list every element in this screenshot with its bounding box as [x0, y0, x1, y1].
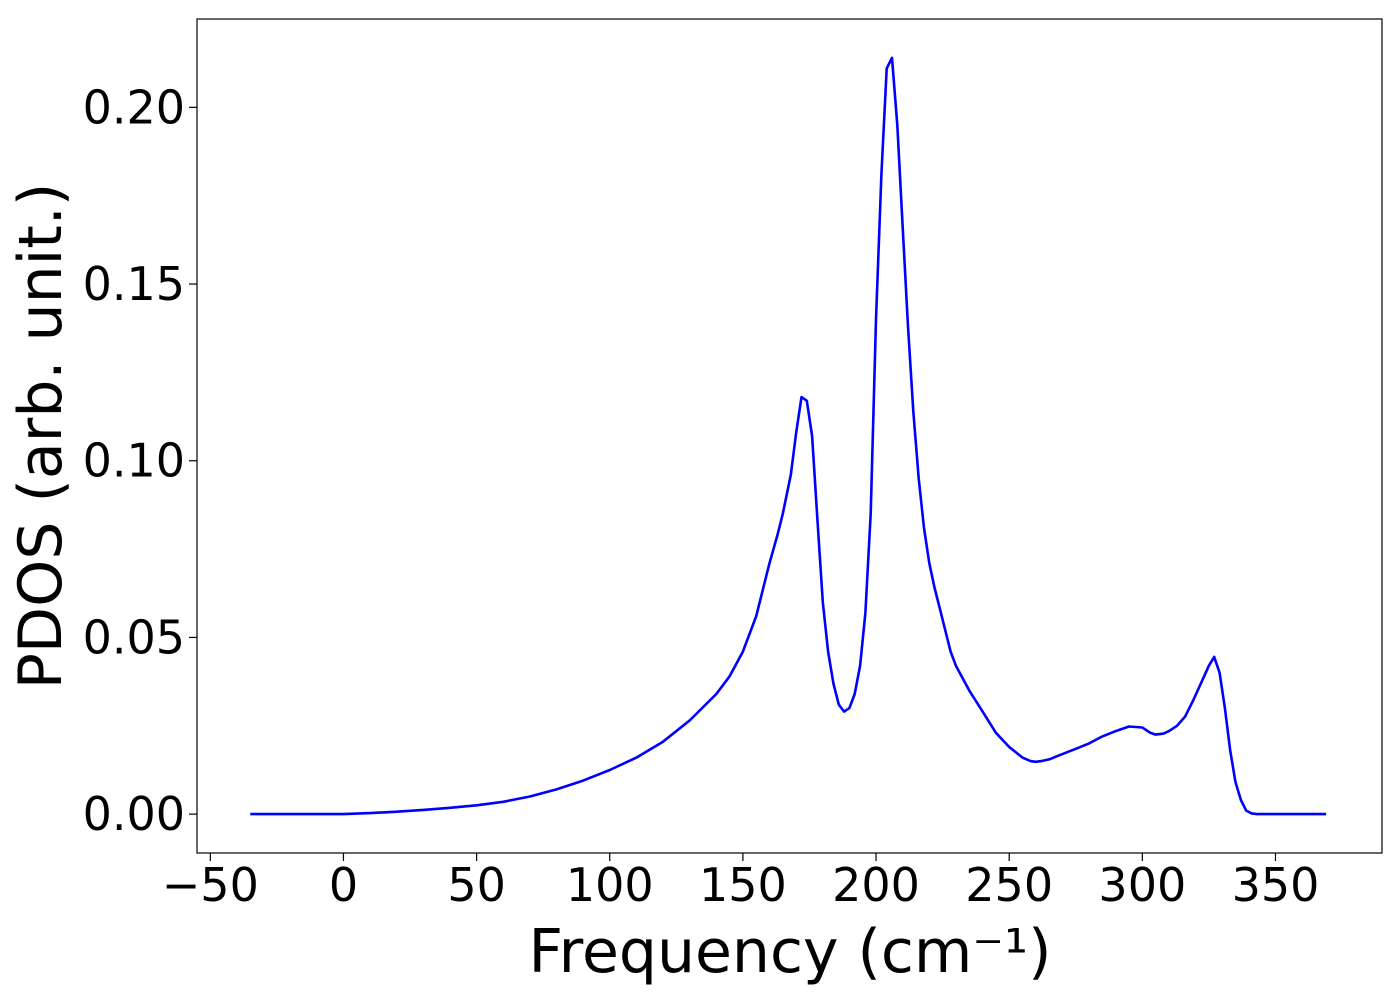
y-tick-label: 0.00	[83, 787, 185, 841]
x-tick-label: 150	[699, 858, 787, 912]
x-tick-label: 200	[832, 858, 920, 912]
x-tick-label: −50	[162, 858, 259, 912]
y-tick-label: 0.05	[83, 610, 185, 664]
y-tick-label: 0.20	[83, 80, 185, 134]
x-tick-label: 350	[1232, 858, 1320, 912]
plot-area	[197, 19, 1382, 853]
x-tick-label: 250	[965, 858, 1053, 912]
x-axis-label: Frequency (cm⁻¹)	[528, 917, 1051, 987]
y-axis-label: PDOS (arb. unit.)	[6, 183, 76, 690]
x-tick-label: 0	[329, 858, 358, 912]
x-tick-label: 50	[447, 858, 506, 912]
x-tick-label: 100	[566, 858, 654, 912]
pdos-series-line	[250, 56, 1327, 816]
y-tick-label: 0.10	[83, 434, 185, 488]
y-axis-ticks: 0.00 0.05 0.10 0.15 0.20	[83, 80, 197, 841]
y-tick-label: 0.15	[83, 257, 185, 311]
x-axis-ticks: −50 0 50 100 150 200 250 300 350	[162, 853, 1320, 912]
x-tick-label: 300	[1098, 858, 1186, 912]
plot-frame	[196, 18, 1383, 854]
